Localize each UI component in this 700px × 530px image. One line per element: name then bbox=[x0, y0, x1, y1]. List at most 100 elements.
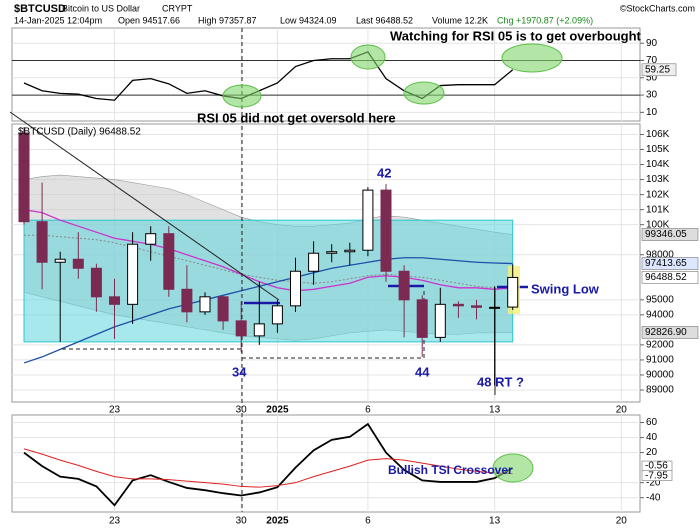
overlay-line bbox=[23, 257, 513, 364]
x-tick-label: 13 bbox=[489, 516, 501, 527]
y-tick-label: -40 bbox=[646, 492, 661, 503]
rsi-last: 59.25 bbox=[645, 64, 670, 75]
tsi-last: -7.95 bbox=[645, 470, 668, 481]
y-tick-label: 103K bbox=[646, 174, 670, 185]
candle-body bbox=[434, 303, 446, 338]
candle-body bbox=[36, 221, 48, 263]
high: High 97357.87 bbox=[198, 15, 257, 25]
annotation: 42 bbox=[377, 165, 391, 180]
candle-body bbox=[489, 306, 501, 309]
x-tick-label: 2025 bbox=[266, 405, 289, 416]
price-label-box bbox=[641, 326, 699, 339]
tsi-line bbox=[23, 448, 513, 488]
y-tick-label: 102K bbox=[646, 189, 670, 200]
highlight-ellipse bbox=[403, 81, 445, 105]
x-tick-label: 30 bbox=[236, 516, 248, 527]
price-label: 97413.65 bbox=[645, 258, 687, 269]
candle-body bbox=[380, 189, 392, 272]
y-tick-label: -20 bbox=[646, 477, 661, 488]
annotation-shape bbox=[9, 111, 280, 301]
highlight-ellipse bbox=[501, 43, 563, 73]
y-tick-label: 89000 bbox=[646, 385, 674, 396]
highlight-zone bbox=[23, 219, 514, 343]
candle-body bbox=[18, 132, 30, 223]
y-tick-label: 90 bbox=[646, 38, 658, 49]
panel-frame bbox=[11, 27, 641, 122]
candle-body bbox=[290, 270, 301, 307]
price-label: 96488.52 bbox=[645, 272, 687, 283]
y-tick-label: 101K bbox=[646, 204, 670, 215]
annotation: 44 bbox=[415, 364, 430, 379]
y-tick-label: 104K bbox=[646, 159, 670, 170]
candle-body bbox=[344, 249, 356, 253]
highlight-ellipse bbox=[350, 44, 386, 70]
candle-body bbox=[416, 299, 428, 338]
candle-body bbox=[217, 296, 229, 322]
overlay-line bbox=[24, 234, 513, 290]
price-label-box bbox=[641, 257, 699, 270]
candle-body bbox=[109, 296, 120, 305]
annotation: 34 bbox=[232, 364, 247, 379]
rsi-last-box bbox=[641, 63, 677, 77]
y-tick-label: 90000 bbox=[646, 370, 674, 381]
candle-body bbox=[362, 189, 374, 251]
last: Last 96488.52 bbox=[356, 15, 413, 25]
x-tick-label: 20 bbox=[616, 516, 628, 527]
x-tick-label: 2025 bbox=[266, 516, 289, 527]
symbol-name: Bitcoin to US Dollar bbox=[62, 3, 140, 13]
x-tick-label: 30 bbox=[236, 405, 248, 416]
candle-body bbox=[199, 296, 211, 313]
credit: ©StockCharts.com bbox=[620, 3, 695, 13]
highlight-ellipse bbox=[222, 84, 262, 108]
overlay-line bbox=[23, 209, 513, 292]
y-tick-label: 50 bbox=[646, 72, 658, 83]
y-tick-label: 30 bbox=[646, 90, 658, 101]
annotation: 48 RT ? bbox=[477, 374, 524, 389]
x-tick-label: 23 bbox=[109, 516, 121, 527]
candle-body bbox=[72, 258, 84, 269]
y-tick-label: 105K bbox=[646, 144, 670, 155]
low: Low 94324.09 bbox=[280, 15, 337, 25]
candle-body bbox=[235, 320, 247, 337]
panel-frame bbox=[11, 123, 641, 403]
highlight-ellipse bbox=[492, 453, 534, 483]
candle-body bbox=[507, 276, 519, 308]
candle-body bbox=[90, 267, 102, 298]
candle-body bbox=[308, 252, 320, 272]
annotation: Watching for RSI 05 is to get overbought bbox=[390, 28, 642, 43]
annotation: Bullish TSI Crossover bbox=[388, 463, 513, 477]
candle-body bbox=[452, 303, 464, 307]
tsi-line bbox=[23, 422, 514, 507]
x-tick-label: 20 bbox=[616, 405, 628, 416]
y-tick-label: 94000 bbox=[646, 309, 674, 320]
tsi-last-box bbox=[641, 470, 673, 481]
candle-body bbox=[471, 305, 482, 308]
candle-body bbox=[398, 270, 410, 301]
price-label-box bbox=[641, 228, 699, 241]
y-tick-label: 40 bbox=[646, 432, 658, 443]
x-tick-label: 23 bbox=[109, 405, 121, 416]
y-tick-label: 70 bbox=[646, 55, 658, 66]
y-tick-label: 98000 bbox=[646, 249, 674, 260]
candle-body bbox=[181, 288, 193, 313]
y-tick-label: 106K bbox=[646, 129, 670, 140]
stamp: 14-Jan-2025 12:04pm bbox=[14, 15, 102, 25]
candle-body bbox=[145, 233, 157, 245]
candle-body bbox=[163, 233, 175, 290]
x-tick-label: 6 bbox=[365, 405, 371, 416]
price-label-box bbox=[641, 271, 699, 284]
price-label: 92826.90 bbox=[645, 327, 687, 338]
price-legend: $BTCUSD (Daily) 96488.52 bbox=[18, 127, 141, 138]
y-tick-label: 91000 bbox=[646, 355, 674, 366]
open: Open 94517.66 bbox=[118, 15, 180, 25]
candle-body bbox=[127, 243, 139, 305]
y-tick-label: 100K bbox=[646, 219, 670, 230]
annotation: RSI 05 did not get oversold here bbox=[197, 110, 396, 125]
x-tick-label: 13 bbox=[489, 405, 501, 416]
exchange: CRYPT bbox=[162, 3, 193, 13]
symbol: $BTCUSD bbox=[14, 3, 66, 15]
candle-body bbox=[253, 323, 265, 337]
annotation: Swing Low bbox=[531, 281, 600, 296]
y-tick-label: 60 bbox=[646, 417, 658, 428]
